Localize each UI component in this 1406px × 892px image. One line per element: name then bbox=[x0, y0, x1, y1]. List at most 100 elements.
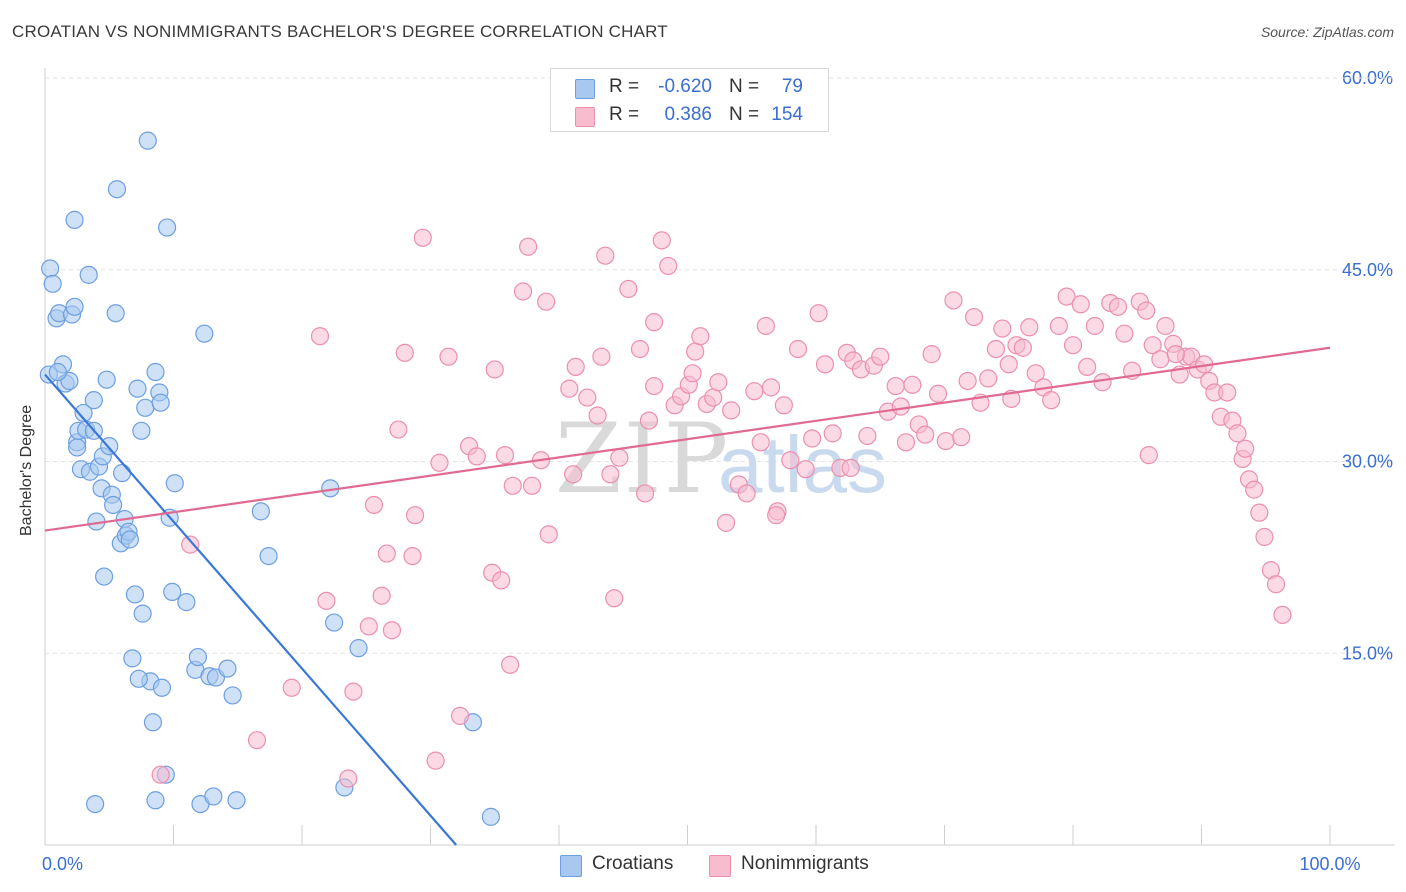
nonimmigrant-point bbox=[405, 506, 425, 525]
legend-n-value: 79 bbox=[781, 76, 803, 97]
nonimmigrant-point bbox=[1108, 297, 1128, 316]
nonimmigrant-point bbox=[450, 706, 470, 725]
nonimmigrant-point bbox=[659, 256, 678, 276]
nonimmigrant-point bbox=[756, 316, 775, 336]
nonimmigrant-point bbox=[1057, 287, 1076, 306]
nonimmigrant-point bbox=[871, 347, 890, 366]
nonimmigrant-point bbox=[1236, 439, 1255, 458]
nonimmigrant-point bbox=[317, 591, 336, 610]
series-label-croatians: Croatians bbox=[592, 853, 674, 874]
nonimmigrant-point bbox=[364, 495, 384, 515]
croatian-point bbox=[481, 807, 500, 826]
nonimmigrant-point bbox=[430, 453, 449, 472]
nonimmigrant-point bbox=[426, 751, 445, 770]
croatian-point bbox=[152, 678, 172, 697]
nonimmigrant-point bbox=[1013, 338, 1032, 357]
croatian-point bbox=[146, 362, 165, 382]
nonimmigrant-point bbox=[936, 431, 955, 451]
nonimmigrant-point bbox=[588, 406, 607, 425]
croatian-point bbox=[143, 713, 163, 732]
legend-swatch-croatians bbox=[575, 79, 595, 99]
nonimmigrant-point bbox=[1156, 316, 1175, 336]
nonimmigrant-point bbox=[815, 355, 835, 374]
nonimmigrant-point bbox=[382, 621, 402, 640]
legend-r-value: -0.620 bbox=[658, 76, 712, 97]
legend-row-croatians: R = -0.620 N = 79 bbox=[551, 72, 828, 100]
nonimmigrant-point bbox=[395, 343, 414, 362]
nonimmigrant-point bbox=[944, 291, 963, 310]
croatian-point bbox=[95, 567, 114, 586]
nonimmigrant-point bbox=[592, 347, 611, 366]
y-tick-label: 30.0% bbox=[1342, 452, 1393, 472]
nonimmigrant-point bbox=[1115, 324, 1134, 343]
croatian-point bbox=[112, 463, 132, 483]
croatian-point bbox=[157, 218, 177, 237]
croatian-point bbox=[65, 210, 84, 229]
nonimmigrant-point bbox=[601, 465, 620, 484]
nonimmigrant-point bbox=[716, 513, 736, 532]
nonimmigrant-point bbox=[886, 376, 905, 396]
nonimmigrant-point bbox=[485, 360, 504, 379]
croatian-point bbox=[129, 669, 148, 688]
nonimmigrant-point bbox=[903, 375, 922, 394]
legend-swatch-nonimmigrants bbox=[575, 107, 595, 127]
nonimmigrant-point bbox=[1085, 316, 1104, 336]
nonimmigrant-point bbox=[1273, 605, 1292, 625]
nonimmigrant-point bbox=[993, 319, 1012, 338]
nonimmigrant-point bbox=[1042, 391, 1061, 410]
croatian-point bbox=[136, 398, 155, 417]
nonimmigrant-point bbox=[467, 447, 486, 466]
croatian-point bbox=[128, 379, 147, 398]
croatian-point bbox=[349, 639, 368, 658]
nonimmigrant-point bbox=[619, 279, 638, 299]
nonimmigrant-point bbox=[372, 586, 391, 605]
croatian-point bbox=[177, 593, 196, 612]
x-tick-label: 100.0% bbox=[1299, 854, 1360, 874]
nonimmigrant-point bbox=[823, 424, 842, 443]
croatian-point bbox=[123, 649, 142, 668]
croatian-point bbox=[106, 304, 125, 323]
croatian-point bbox=[97, 370, 116, 389]
nonimmigrant-point bbox=[1255, 527, 1274, 547]
nonimmigrant-point bbox=[1218, 383, 1237, 402]
nonimmigrant-point bbox=[1137, 301, 1156, 320]
nonimmigrant-point bbox=[745, 382, 764, 401]
croatian-point bbox=[48, 362, 67, 382]
nonimmigrant-point bbox=[1078, 357, 1097, 377]
nonimmigrant-point bbox=[1049, 316, 1068, 336]
nonimmigrant-point bbox=[896, 433, 916, 452]
nonimmigrant-point bbox=[952, 428, 971, 447]
croatian-point bbox=[107, 180, 127, 199]
nonimmigrant-point bbox=[1026, 364, 1045, 383]
legend-n-label: N = bbox=[729, 104, 760, 125]
chart-title: CROATIAN VS NONIMMIGRANTS BACHELOR'S DEG… bbox=[12, 22, 668, 41]
nonimmigrant-point bbox=[495, 446, 515, 465]
croatian-point bbox=[120, 530, 139, 549]
croatian-point bbox=[325, 613, 344, 632]
series-legend: Croatians Nonimmigrants bbox=[0, 852, 1406, 878]
nonimmigrant-point bbox=[796, 460, 815, 479]
nonimmigrant-point bbox=[596, 246, 615, 265]
croatian-point bbox=[223, 686, 242, 705]
nonimmigrant-point bbox=[652, 231, 671, 250]
nonimmigrant-point bbox=[644, 376, 664, 396]
nonimmigrant-point bbox=[247, 731, 267, 750]
croatian-point bbox=[146, 791, 165, 810]
nonimmigrant-point bbox=[282, 678, 301, 697]
nonimmigrant-point bbox=[635, 484, 655, 503]
nonimmigrant-point bbox=[389, 420, 408, 439]
correlation-legend: R = -0.620 N = 79 R = 0.386 N = 154 bbox=[550, 68, 829, 132]
nonimmigrant-point bbox=[344, 682, 363, 701]
croatian-point bbox=[151, 393, 170, 412]
nonimmigrant-point bbox=[781, 451, 800, 470]
nonimmigrant-point bbox=[522, 476, 542, 495]
croatian-point bbox=[251, 502, 270, 521]
nonimmigrant-point bbox=[639, 411, 659, 430]
nonimmigrant-point bbox=[1139, 446, 1158, 465]
croatian-point bbox=[188, 647, 208, 667]
nonimmigrant-point bbox=[610, 448, 629, 467]
nonimmigrant-point bbox=[564, 465, 583, 484]
croatian-point bbox=[163, 582, 182, 601]
nonimmigrant-point bbox=[492, 571, 511, 590]
nonimmigrant-point bbox=[958, 371, 977, 391]
